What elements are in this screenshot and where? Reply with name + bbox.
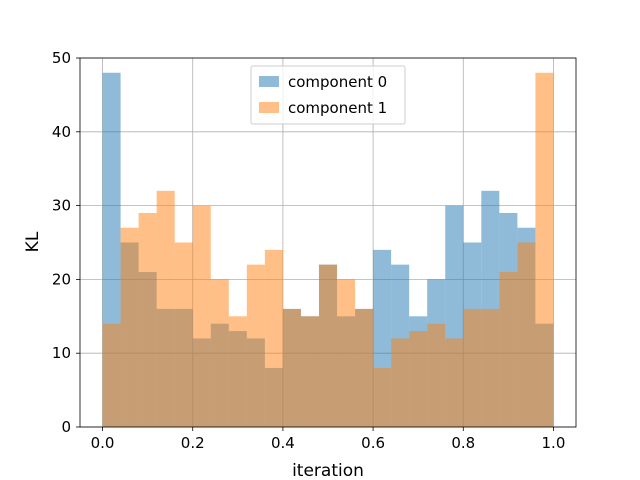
x-tick-label: 0.6 <box>361 434 385 452</box>
bar-series-1-bin-16 <box>391 338 410 427</box>
y-axis-label: KL <box>23 231 43 252</box>
bar-series-1-bin-1 <box>120 227 139 427</box>
legend-swatch-1 <box>259 102 279 113</box>
legend-label-1: component 1 <box>288 99 387 117</box>
bar-series-1-bin-7 <box>228 316 247 427</box>
y-tick-label: 20 <box>52 270 71 288</box>
bars-layer <box>102 72 554 427</box>
bar-series-1-bin-5 <box>192 205 211 427</box>
bar-series-1-bin-10 <box>282 308 301 427</box>
bar-series-1-bin-8 <box>246 264 265 427</box>
legend: component 0 component 1 <box>250 65 406 125</box>
y-tick-label: 50 <box>52 49 71 67</box>
x-tick-label: 0.2 <box>181 434 205 452</box>
bar-series-1-bin-12 <box>318 264 338 427</box>
bar-series-1-bin-4 <box>174 242 193 427</box>
legend-label-0: component 0 <box>288 73 387 91</box>
bar-series-1-bin-23 <box>517 242 536 427</box>
bar-series-1-bin-24 <box>535 72 554 427</box>
x-tick-label: 0.8 <box>451 434 475 452</box>
bar-series-1-bin-0 <box>102 323 121 427</box>
bar-series-1-bin-19 <box>445 338 464 427</box>
x-tick-label: 0.0 <box>91 434 115 452</box>
bar-series-1-bin-6 <box>210 279 229 427</box>
bar-series-1-bin-15 <box>373 367 392 427</box>
bar-series-1-bin-20 <box>463 308 482 427</box>
bar-series-1-bin-2 <box>138 212 157 427</box>
legend-box <box>250 65 406 125</box>
x-tick-label: 1.0 <box>542 434 566 452</box>
axes-frame <box>79 57 577 428</box>
y-tick-label: 40 <box>52 123 71 141</box>
x-tick-label: 0.4 <box>271 434 295 452</box>
y-tick-label: 30 <box>52 197 71 215</box>
axis-ticks: 0.0 0.2 0.4 0.6 0.8 1.0 0 10 20 30 40 50 <box>52 49 565 452</box>
x-axis-label: iteration <box>292 461 364 480</box>
bar-series-1-bin-17 <box>409 331 428 427</box>
bar-series-1-bin-22 <box>499 272 518 427</box>
bar-series-1-bin-13 <box>337 279 356 427</box>
y-tick-label: 10 <box>52 344 71 362</box>
bar-series-1-bin-3 <box>156 190 175 427</box>
bar-series-1-bin-21 <box>481 308 500 427</box>
bar-series-1-bin-11 <box>300 316 319 427</box>
y-tick-label: 0 <box>61 418 71 436</box>
bar-series-1-bin-18 <box>427 323 446 427</box>
bar-series-1-bin-14 <box>355 308 374 427</box>
bar-series-1-bin-9 <box>264 249 283 427</box>
legend-swatch-0 <box>259 76 279 87</box>
